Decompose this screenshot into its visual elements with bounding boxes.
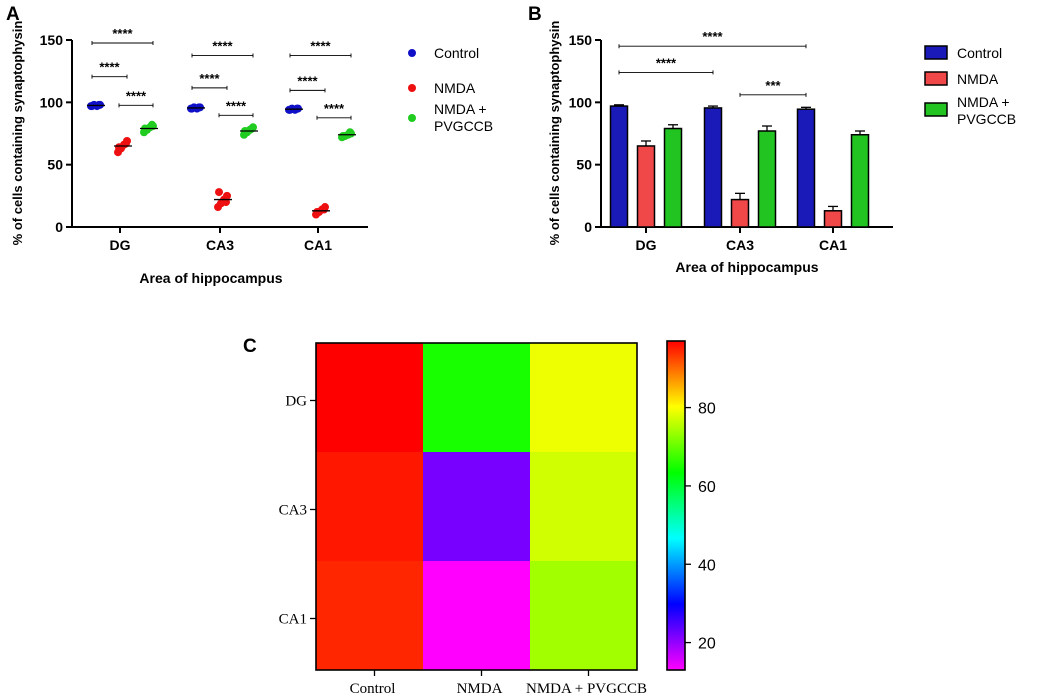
panel-a-significance-label: **** (324, 101, 345, 116)
panel-a-letter: A (6, 4, 20, 25)
panel-c-cell-dg-control (316, 343, 424, 453)
panel-a-y-tick-label-100: 100 (40, 94, 64, 110)
panel-a-legend-pvgccb-line2: PVGCCB (434, 118, 493, 134)
panel-a-y-tick-label-0: 0 (55, 219, 63, 235)
panel-c-row-label-ca3: CA3 (279, 503, 307, 519)
panel-b-bar-nmda-pvgccb-ca1 (850, 133, 870, 228)
panel-c-col-label-control: Control (350, 681, 396, 697)
panel-a-legend-pvgccb-line1: NMDA + (434, 101, 487, 117)
panel-a-significance-label: **** (99, 60, 120, 75)
panel-b-significance-label: **** (702, 29, 723, 44)
panel-b-x-axis-label: Area of hippocampus (675, 259, 818, 275)
panel-a-x-tick-label-ca1: CA1 (304, 237, 332, 253)
panel-c-col-label-nmda-pvgccb: NMDA + PVGCCB (526, 681, 647, 697)
panel-a-legend-marker-nmda (408, 84, 416, 92)
panel-c-colorbar-label-40: 40 (698, 557, 716, 574)
panel-b-legend-control: Control (957, 45, 1002, 61)
panel-a-point-nmda-pvgccb-dg (148, 120, 156, 129)
panel-c-cell-ca3-nmda-pvgccb (530, 452, 638, 562)
panel-c-row-label-ca1: CA1 (279, 612, 307, 628)
panel-a-y-tick-label-50: 50 (47, 157, 63, 173)
panel-b-x-tick-label-ca1: CA1 (819, 237, 847, 253)
panel-a-legend-control: Control (434, 45, 479, 61)
panel-a-significance-label: **** (212, 38, 233, 53)
panel-c-colorbar-label-80: 80 (698, 401, 716, 418)
panel-a-x-tick-label-ca3: CA3 (206, 237, 234, 253)
panel-b-bar-control-dg (609, 105, 629, 228)
panel-a-y-tick-label-150: 150 (40, 32, 64, 48)
panel-c-row-label-dg: DG (285, 394, 307, 410)
panel-a-significance-label: **** (310, 38, 331, 53)
panel-c-colorbar-label-60: 60 (698, 479, 716, 496)
panel-c-letter: C (243, 336, 257, 357)
panel-b-legend-pvgccb-line2: PVGCCB (957, 111, 1016, 127)
panel-b-y-tick-label-0: 0 (584, 219, 592, 235)
panel-a-scatter-chart: % of cells containing synaptophysin Area… (10, 21, 493, 286)
panel-b-significance-label: **** (656, 55, 677, 70)
panel-a-point-nmda-pvgccb-ca1 (339, 131, 347, 140)
panel-a-y-axis-label: % of cells containing synaptophysin (10, 21, 25, 246)
panel-b-bar-control-ca1 (796, 108, 816, 228)
panel-b-legend-swatch-nmda (924, 71, 948, 86)
panel-b-bar-chart: % of cells containing synaptophysin Area… (547, 21, 1016, 275)
panel-a-significance-label: **** (199, 71, 220, 86)
panel-b-bar-nmda-pvgccb-dg (663, 127, 683, 228)
panel-a-significance-label: **** (126, 88, 147, 103)
panel-b-legend: Control NMDA NMDA + PVGCCB (924, 45, 1016, 127)
panel-b-y-tick-label-100: 100 (569, 94, 593, 110)
panel-c-cell-ca1-nmda-pvgccb (530, 561, 638, 671)
panel-a-point-nmda-ca3 (215, 188, 223, 197)
panel-b-bar-nmda-pvgccb-ca3 (757, 130, 777, 228)
panel-c-cell-dg-nmda-pvgccb (530, 343, 638, 453)
panel-b-letter: B (528, 4, 542, 25)
panel-a-legend-marker-pvgccb (408, 114, 416, 122)
panel-b-y-tick-label-150: 150 (569, 32, 593, 48)
panel-b-significance-label: *** (765, 78, 781, 93)
panel-a-legend-marker-control (408, 49, 416, 57)
panel-b-x-tick-label-ca3: CA3 (726, 237, 754, 253)
panel-a-significance-label: **** (226, 98, 247, 113)
panel-b-bar-nmda-dg (636, 145, 656, 228)
panel-b-y-axis-label: % of cells containing synaptophysin (547, 21, 562, 246)
panel-a-point-nmda-ca3 (223, 191, 231, 200)
panel-c-heatmap-frame (315, 342, 638, 671)
panel-c-cell-ca1-nmda (423, 561, 531, 671)
panel-a-point-nmda-dg (115, 143, 123, 152)
panel-a-significance-label: **** (112, 26, 133, 41)
panel-a-legend: Control NMDA NMDA + PVGCCB (408, 45, 493, 134)
panel-c-heatmap: DG CA3 CA1 Control NMDA NMDA + PVGCCB 20 40 60 80 (279, 340, 716, 697)
panel-c-col-label-nmda: NMDA (457, 681, 503, 697)
panel-a-x-axis-label: Area of hippocampus (139, 270, 282, 286)
panel-a-significance-label: **** (297, 73, 318, 88)
panel-c-cell-dg-nmda (423, 343, 531, 453)
panel-b-legend-pvgccb-line1: NMDA + (957, 94, 1010, 110)
panel-c-cell-ca3-nmda (423, 452, 531, 562)
panel-a-point-nmda-ca1 (313, 208, 321, 217)
panel-a-x-tick-label-dg: DG (110, 237, 131, 253)
panel-b-bar-nmda-ca3 (730, 198, 750, 228)
panel-a-point-nmda-ca1 (320, 205, 328, 214)
panel-a-legend-nmda: NMDA (434, 80, 476, 96)
panel-b-legend-nmda: NMDA (957, 71, 999, 87)
panel-b-x-tick-label-dg: DG (636, 237, 657, 253)
panel-b-legend-swatch-control (924, 45, 948, 60)
panel-c-colorbar-label-20: 20 (698, 636, 716, 653)
panel-c-cell-ca1-control (316, 561, 424, 671)
panel-b-y-tick-label-50: 50 (576, 157, 592, 173)
panel-b-bar-nmda-ca1 (823, 210, 843, 228)
panel-c-colorbar (666, 340, 686, 671)
panel-b-legend-swatch-pvgccb (924, 102, 948, 117)
panel-b-bar-control-ca3 (703, 107, 723, 228)
panel-c-cell-ca3-control (316, 452, 424, 562)
